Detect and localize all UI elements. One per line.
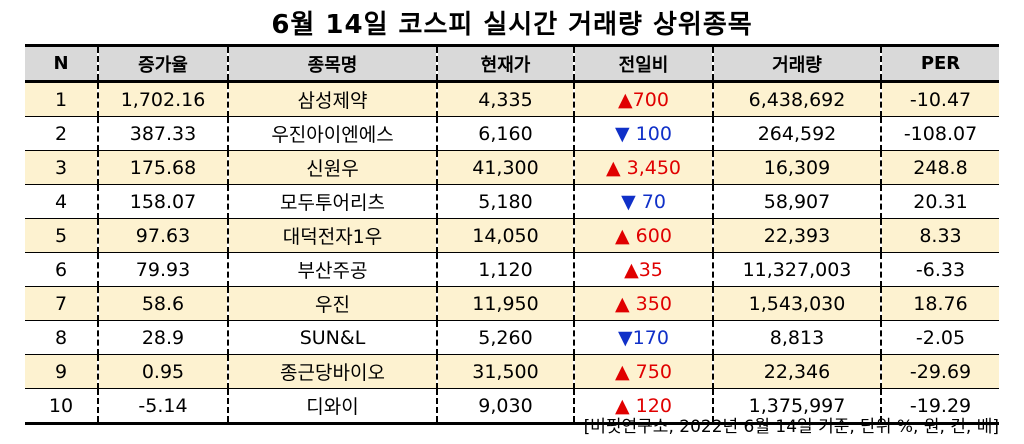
cell-per: 20.31 <box>880 184 999 219</box>
cell-volume: 11,327,003 <box>712 252 881 287</box>
cell-rate: 79.93 <box>97 252 228 287</box>
cell-per: -29.69 <box>880 354 999 389</box>
table-row: 5 97.63 대덕전자1우 14,050 ▲ 600 22,393 8.33 <box>25 218 999 253</box>
cell-rate: 175.68 <box>97 150 228 185</box>
table-row: 9 0.95 종근당바이오 31,500 ▲ 750 22,346 -29.69 <box>25 354 999 389</box>
cell-price: 11,950 <box>436 286 574 321</box>
cell-per: -6.33 <box>880 252 999 287</box>
cell-rate: 1,702.16 <box>97 81 228 117</box>
cell-per: -2.05 <box>880 320 999 355</box>
page-title: 6월 14일 코스피 실시간 거래량 상위종목 <box>271 10 753 40</box>
cell-per: 248.8 <box>880 150 999 185</box>
cell-volume: 58,907 <box>712 184 881 219</box>
cell-price: 5,260 <box>436 320 574 355</box>
col-header-rate: 증가율 <box>97 44 228 83</box>
stock-table: N 증가율 종목명 현재가 전일비 거래량 PER 1 1,702.16 삼성제약 4… <box>25 44 999 425</box>
cell-name: 삼성제약 <box>227 81 437 117</box>
cell-name: 우진 <box>227 286 437 321</box>
cell-price: 41,300 <box>436 150 574 185</box>
cell-name: 부산주공 <box>227 252 437 287</box>
table-row: 3 175.68 신원우 41,300 ▲ 3,450 16,309 248.8 <box>25 150 999 185</box>
col-header-volume: 거래량 <box>712 44 881 83</box>
cell-rate: 0.95 <box>97 354 228 389</box>
cell-rate: 58.6 <box>97 286 228 321</box>
cell-name: SUN&L <box>227 320 437 355</box>
cell-per: -10.47 <box>880 81 999 117</box>
table-row: 10 -5.14 디와이 9,030 ▲ 120 1,375,997 -19.29 <box>25 388 999 425</box>
cell-name: 신원우 <box>227 150 437 185</box>
cell-n: 10 <box>25 388 98 425</box>
cell-price: 5,180 <box>436 184 574 219</box>
cell-per: 18.76 <box>880 286 999 321</box>
cell-change: ▲ 750 <box>573 354 713 389</box>
cell-n: 9 <box>25 354 98 389</box>
col-header-change: 전일비 <box>573 44 713 83</box>
table-row: 2 387.33 우진아이엔에스 6,160 ▼ 100 264,592 -108.07 <box>25 116 999 151</box>
cell-rate: 97.63 <box>97 218 228 253</box>
cell-rate: -5.14 <box>97 388 228 425</box>
cell-name: 종근당바이오 <box>227 354 437 389</box>
cell-per: -19.29 <box>880 388 999 425</box>
header-row: N 증가율 종목명 현재가 전일비 거래량 PER <box>25 44 999 83</box>
cell-name: 우진아이엔에스 <box>227 116 437 151</box>
cell-per: -108.07 <box>880 116 999 151</box>
cell-n: 7 <box>25 286 98 321</box>
cell-change: ▼ 100 <box>573 116 713 151</box>
cell-per: 8.33 <box>880 218 999 253</box>
cell-n: 2 <box>25 116 98 151</box>
cell-volume: 1,543,030 <box>712 286 881 321</box>
col-header-name: 종목명 <box>227 44 437 83</box>
cell-name: 모두투어리츠 <box>227 184 437 219</box>
table-body: 1 1,702.16 삼성제약 4,335 ▲700 6,438,692 -10.47 2 38… <box>25 81 999 425</box>
cell-change: ▲ 350 <box>573 286 713 321</box>
cell-change: ▲ 600 <box>573 218 713 253</box>
cell-volume: 22,346 <box>712 354 881 389</box>
cell-n: 5 <box>25 218 98 253</box>
cell-n: 1 <box>25 81 98 117</box>
cell-change: ▼ 70 <box>573 184 713 219</box>
cell-rate: 28.9 <box>97 320 228 355</box>
cell-n: 3 <box>25 150 98 185</box>
table-row: 1 1,702.16 삼성제약 4,335 ▲700 6,438,692 -10.47 <box>25 81 999 117</box>
cell-change: ▲35 <box>573 252 713 287</box>
cell-volume: 16,309 <box>712 150 881 185</box>
cell-volume: 1,375,997 <box>712 388 881 425</box>
col-header-n: N <box>25 44 98 83</box>
cell-change: ▲ 120 <box>573 388 713 425</box>
cell-change: ▼170 <box>573 320 713 355</box>
table-header: N 증가율 종목명 현재가 전일비 거래량 PER <box>25 44 999 83</box>
cell-rate: 387.33 <box>97 116 228 151</box>
source-note: [버핏연구소, 2022년 6월 14일 기준, 단위 %, 원, 건, 배] <box>583 417 999 437</box>
cell-price: 1,120 <box>436 252 574 287</box>
cell-price: 14,050 <box>436 218 574 253</box>
table-row: 7 58.6 우진 11,950 ▲ 350 1,543,030 18.76 <box>25 286 999 321</box>
cell-rate: 158.07 <box>97 184 228 219</box>
cell-price: 9,030 <box>436 388 574 425</box>
col-header-per: PER <box>880 44 999 83</box>
col-header-price: 현재가 <box>436 44 574 83</box>
cell-price: 31,500 <box>436 354 574 389</box>
table-row: 6 79.93 부산주공 1,120 ▲35 11,327,003 -6.33 <box>25 252 999 287</box>
cell-n: 4 <box>25 184 98 219</box>
cell-price: 4,335 <box>436 81 574 117</box>
table-row: 4 158.07 모두투어리츠 5,180 ▼ 70 58,907 20.31 <box>25 184 999 219</box>
cell-volume: 264,592 <box>712 116 881 151</box>
cell-n: 6 <box>25 252 98 287</box>
cell-change: ▲700 <box>573 81 713 117</box>
cell-volume: 6,438,692 <box>712 81 881 117</box>
cell-volume: 8,813 <box>712 320 881 355</box>
cell-price: 6,160 <box>436 116 574 151</box>
cell-name: 대덕전자1우 <box>227 218 437 253</box>
cell-change: ▲ 3,450 <box>573 150 713 185</box>
cell-n: 8 <box>25 320 98 355</box>
table-row: 8 28.9 SUN&L 5,260 ▼170 8,813 -2.05 <box>25 320 999 355</box>
cell-name: 디와이 <box>227 388 437 425</box>
cell-volume: 22,393 <box>712 218 881 253</box>
